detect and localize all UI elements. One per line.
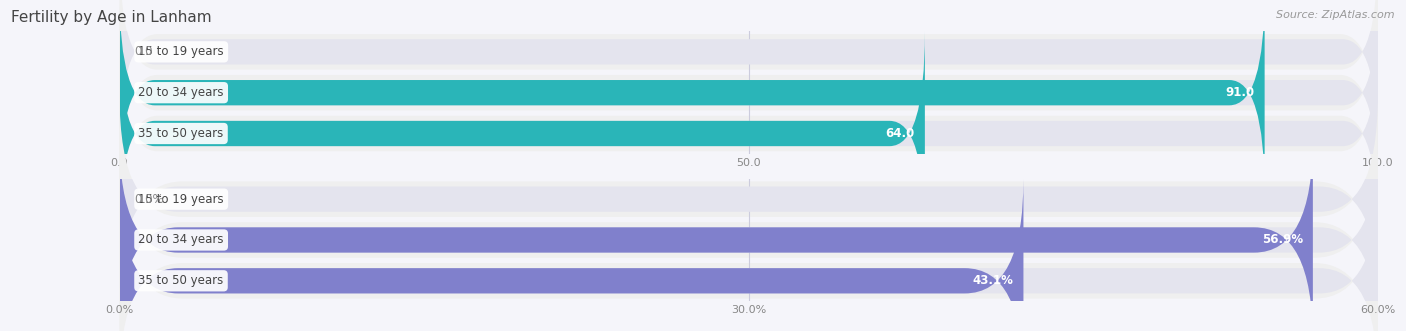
FancyBboxPatch shape — [120, 0, 1378, 154]
FancyBboxPatch shape — [120, 32, 925, 235]
FancyBboxPatch shape — [120, 179, 1378, 331]
Text: 0.0%: 0.0% — [135, 193, 165, 206]
Text: 15 to 19 years: 15 to 19 years — [138, 193, 224, 206]
Text: 20 to 34 years: 20 to 34 years — [138, 86, 224, 99]
Text: Fertility by Age in Lanham: Fertility by Age in Lanham — [11, 10, 212, 25]
FancyBboxPatch shape — [120, 179, 1024, 331]
FancyBboxPatch shape — [120, 29, 1378, 238]
Text: 35 to 50 years: 35 to 50 years — [138, 127, 224, 140]
FancyBboxPatch shape — [120, 176, 1378, 331]
FancyBboxPatch shape — [120, 98, 1378, 301]
FancyBboxPatch shape — [120, 94, 1378, 304]
FancyBboxPatch shape — [120, 138, 1378, 331]
Text: 56.9%: 56.9% — [1261, 233, 1303, 247]
FancyBboxPatch shape — [120, 0, 1264, 194]
FancyBboxPatch shape — [120, 135, 1378, 331]
FancyBboxPatch shape — [120, 32, 1378, 235]
Text: 64.0: 64.0 — [886, 127, 915, 140]
Text: 15 to 19 years: 15 to 19 years — [138, 45, 224, 58]
Text: 0.0: 0.0 — [135, 45, 153, 58]
Text: Source: ZipAtlas.com: Source: ZipAtlas.com — [1277, 10, 1395, 20]
FancyBboxPatch shape — [120, 138, 1313, 331]
Text: 20 to 34 years: 20 to 34 years — [138, 233, 224, 247]
Text: 43.1%: 43.1% — [973, 274, 1014, 287]
FancyBboxPatch shape — [120, 0, 1378, 157]
FancyBboxPatch shape — [120, 0, 1378, 194]
Text: 91.0: 91.0 — [1226, 86, 1254, 99]
Text: 35 to 50 years: 35 to 50 years — [138, 274, 224, 287]
FancyBboxPatch shape — [120, 0, 1378, 197]
